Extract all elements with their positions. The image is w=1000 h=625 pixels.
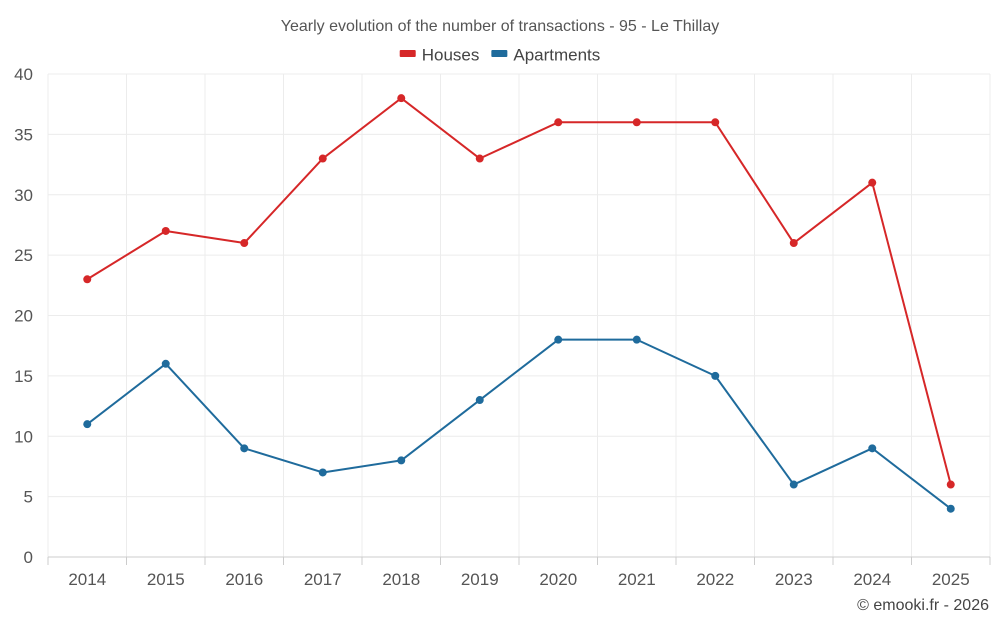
legend: Houses Apartments: [399, 45, 600, 64]
data-point-houses[interactable]: [318, 154, 327, 163]
data-point-houses[interactable]: [554, 118, 563, 127]
legend-item-houses[interactable]: Houses: [399, 45, 480, 64]
data-point-apartments[interactable]: [240, 444, 249, 453]
y-tick-label: 0: [24, 548, 33, 567]
data-point-apartments[interactable]: [632, 335, 641, 344]
data-point-houses[interactable]: [161, 226, 170, 235]
data-point-apartments[interactable]: [868, 444, 877, 453]
data-point-apartments[interactable]: [554, 335, 563, 344]
data-point-apartments[interactable]: [83, 420, 92, 429]
x-tick-label: 2023: [775, 570, 813, 589]
x-tick-label: 2015: [147, 570, 185, 589]
x-tick-label: 2021: [618, 570, 656, 589]
y-tick-label: 15: [14, 367, 33, 386]
chart-title: Yearly evolution of the number of transa…: [281, 18, 719, 35]
credit-text: © emooki.fr - 2026: [857, 597, 989, 614]
y-tick-label: 30: [14, 186, 33, 205]
y-tick-label: 35: [14, 125, 33, 144]
x-tick-label: 2016: [225, 570, 263, 589]
data-point-apartments[interactable]: [475, 396, 484, 405]
x-tick-label: 2018: [382, 570, 420, 589]
y-tick-label: 5: [24, 488, 33, 507]
data-point-houses[interactable]: [789, 239, 798, 248]
data-point-apartments[interactable]: [397, 456, 406, 465]
legend-swatch-apartments: [491, 50, 508, 57]
data-point-apartments[interactable]: [711, 371, 720, 380]
x-tick-label: 2017: [304, 570, 342, 589]
legend-item-apartments[interactable]: Apartments: [491, 45, 600, 64]
x-tick-label: 2022: [696, 570, 734, 589]
x-axis: 2014 2015 2016 2017 2018 2019 2020 2021 2022 2023…: [47, 556, 991, 589]
data-point-houses[interactable]: [475, 154, 484, 163]
series-line-apartments: [86, 338, 952, 510]
data-point-houses[interactable]: [240, 239, 249, 248]
x-tick-label: 2019: [461, 570, 499, 589]
y-tick-label: 40: [14, 65, 33, 84]
series-layer: [83, 94, 955, 513]
data-point-houses[interactable]: [397, 94, 406, 103]
legend-swatch-houses: [399, 50, 416, 57]
data-point-houses[interactable]: [83, 275, 92, 284]
data-point-houses[interactable]: [868, 178, 877, 187]
x-tick-label: 2025: [932, 570, 970, 589]
grid: [47, 73, 991, 557]
series-line-houses: [86, 97, 952, 485]
y-tick-label: 25: [14, 246, 33, 265]
data-point-houses[interactable]: [946, 480, 955, 489]
y-tick-label: 10: [14, 427, 33, 446]
legend-label-apartments: Apartments: [513, 45, 600, 64]
x-tick-label: 2020: [539, 570, 577, 589]
data-point-apartments[interactable]: [946, 504, 955, 513]
data-point-apartments[interactable]: [789, 480, 798, 489]
legend-label-houses: Houses: [422, 45, 480, 64]
x-tick-label: 2024: [853, 570, 891, 589]
data-point-houses[interactable]: [632, 118, 641, 127]
x-tick-label: 2014: [68, 570, 106, 589]
y-axis: 0 5 10 15 20 25 30 35 40: [14, 65, 33, 567]
data-point-apartments[interactable]: [161, 359, 170, 368]
data-point-houses[interactable]: [711, 118, 720, 127]
y-tick-label: 20: [14, 307, 33, 326]
data-point-apartments[interactable]: [318, 468, 327, 477]
